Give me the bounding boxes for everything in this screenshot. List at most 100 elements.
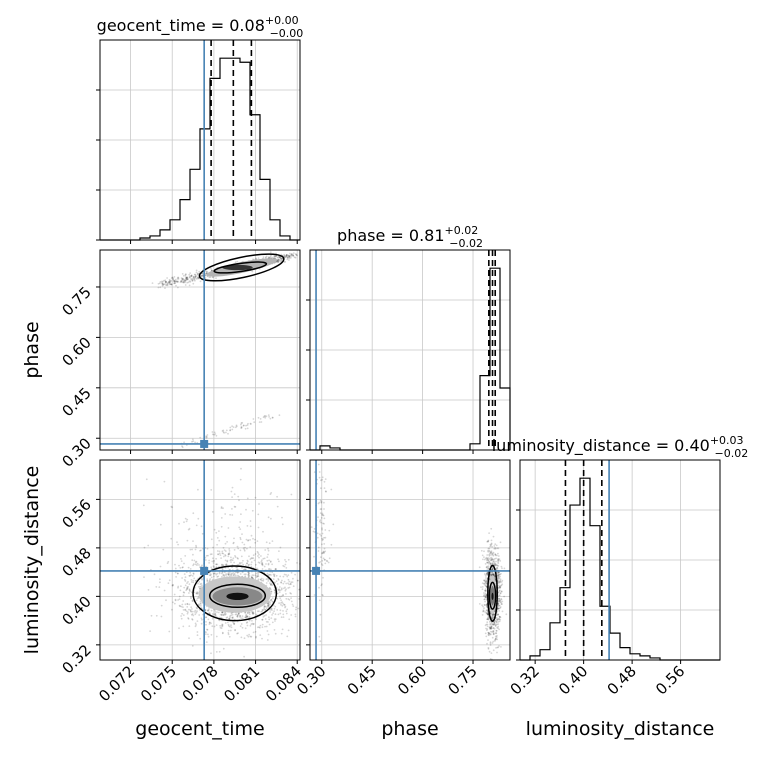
x-tick-label-phase: 0.30 — [293, 662, 329, 698]
sample-point — [186, 539, 189, 542]
sample-point — [267, 563, 270, 566]
sample-point — [500, 565, 503, 568]
sample-point — [485, 627, 487, 630]
sample-point — [288, 255, 291, 258]
sample-point — [321, 559, 324, 562]
sample-point — [235, 571, 237, 574]
sample-point — [290, 253, 293, 256]
sample-point — [264, 618, 267, 620]
sample-point — [488, 561, 491, 563]
sample-point — [177, 286, 179, 289]
sample-point — [190, 274, 193, 277]
sample-point — [228, 572, 231, 574]
sample-point — [292, 254, 294, 256]
sample-point — [285, 574, 287, 576]
sample-point — [183, 521, 185, 524]
sample-point — [499, 606, 502, 608]
sample-point — [500, 590, 503, 593]
sample-point — [237, 563, 240, 566]
sample-point — [279, 575, 282, 578]
sample-point — [215, 563, 218, 566]
sample-point — [282, 610, 284, 612]
sample-point — [497, 552, 499, 555]
sample-point — [487, 632, 490, 634]
sample-point — [220, 525, 223, 528]
sample-point — [232, 542, 235, 545]
sample-point — [293, 256, 296, 259]
sample-point — [213, 559, 215, 562]
sample-point — [221, 632, 224, 635]
sample-point — [490, 573, 493, 576]
sample-point — [179, 589, 182, 592]
sample-point — [184, 279, 187, 282]
sample-point — [236, 615, 239, 618]
sample-point — [501, 579, 504, 582]
sample-point — [250, 563, 253, 566]
sample-point — [491, 562, 494, 565]
sample-point — [229, 616, 231, 619]
sample-point — [265, 620, 268, 623]
sample-point — [261, 579, 263, 582]
sample-point — [264, 609, 266, 611]
sample-point — [485, 572, 488, 575]
sample-point — [232, 572, 235, 574]
sample-point — [280, 603, 282, 606]
sample-point — [209, 574, 212, 577]
sample-point — [490, 624, 493, 626]
sample-point — [269, 587, 271, 590]
sample-point — [282, 582, 285, 585]
sample-point — [266, 559, 269, 562]
sample-point — [244, 616, 247, 619]
sample-point — [250, 534, 253, 537]
sample-point — [216, 572, 219, 575]
sample-point — [276, 259, 279, 262]
sample-point — [232, 616, 234, 619]
sample-point — [261, 563, 264, 566]
sample-point — [236, 615, 239, 618]
sample-point — [497, 607, 500, 610]
sample-point — [242, 563, 245, 566]
sample-point — [208, 276, 211, 278]
sample-point — [237, 547, 240, 550]
sample-point — [495, 629, 498, 632]
sample-point — [265, 582, 268, 584]
sample-point — [184, 603, 187, 606]
sample-point — [182, 278, 185, 280]
sample-point — [163, 480, 166, 483]
sample-point — [241, 533, 243, 535]
sample-point — [491, 552, 494, 555]
sample-point — [175, 280, 178, 283]
sample-point — [155, 614, 158, 617]
sample-point — [285, 588, 287, 591]
sample-point — [486, 613, 489, 615]
sample-point — [171, 276, 174, 279]
sample-point — [283, 565, 286, 568]
sample-point — [270, 590, 273, 593]
sample-point — [481, 582, 484, 584]
sample-point — [245, 615, 248, 618]
sample-point — [273, 589, 276, 592]
sample-point — [187, 585, 190, 588]
sample-point — [279, 597, 282, 600]
sample-point — [250, 576, 253, 579]
sample-point — [281, 628, 284, 631]
sample-point — [490, 625, 493, 628]
sample-point — [180, 277, 183, 279]
sample-point — [332, 523, 335, 526]
sample-point — [186, 276, 189, 279]
sample-point — [192, 579, 195, 582]
sample-point — [318, 471, 321, 473]
sample-point — [241, 562, 243, 564]
sample-point — [164, 287, 166, 289]
sample-point — [320, 584, 323, 587]
sample-point — [227, 527, 230, 529]
sample-point — [491, 636, 494, 639]
sample-point — [491, 558, 494, 561]
sample-point — [494, 635, 497, 638]
sample-point — [234, 613, 237, 616]
sample-point — [247, 539, 249, 542]
sample-point — [319, 519, 322, 522]
sample-point — [485, 566, 488, 569]
sample-point — [247, 573, 250, 576]
sample-point — [491, 614, 494, 617]
